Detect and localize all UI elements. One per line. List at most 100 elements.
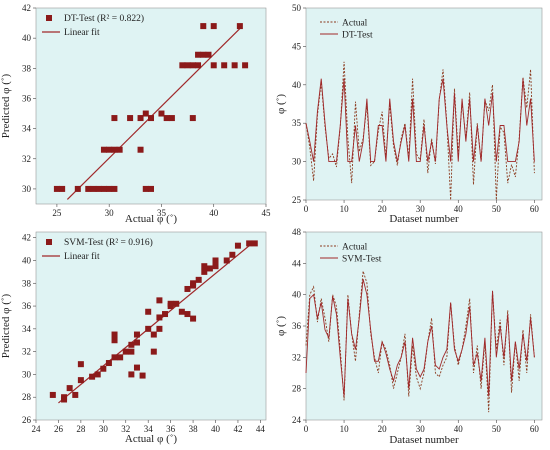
svm_scatter-ytick-label: 40 <box>22 255 32 265</box>
svm_scatter-point <box>190 280 197 287</box>
svm_scatter-ytick-label: 42 <box>22 233 31 243</box>
svm_series-legend-label-1: SVM-Test <box>342 255 382 265</box>
dt_scatter-legend-label-1: Linear fit <box>64 27 100 38</box>
dt_scatter-point <box>111 146 118 153</box>
dt_scatter-xtick-label: 40 <box>209 208 219 218</box>
svm_series-xtick-label: 60 <box>530 424 540 434</box>
svm_scatter-ytick-label: 36 <box>22 301 32 311</box>
svm_scatter-point <box>128 371 135 378</box>
dt_series-xtick-label: 30 <box>416 204 426 214</box>
svm_scatter-point <box>156 325 163 332</box>
svm_scatter-xtick-label: 32 <box>121 424 130 434</box>
dt_series-xtick-label: 60 <box>530 204 540 214</box>
svm_scatter-point <box>190 315 197 322</box>
svm_scatter-point <box>77 361 84 368</box>
svm_scatter-xtick-label: 40 <box>211 424 221 434</box>
dt_scatter-ytick-label: 38 <box>22 63 32 73</box>
dt_series-ytick-label: 50 <box>292 3 302 13</box>
dt_scatter-point <box>111 115 118 122</box>
dt_scatter-point <box>148 115 154 122</box>
dt_series-legend-label-1: DT-Test <box>342 31 373 41</box>
svm_scatter-point <box>212 257 219 264</box>
dt_series-ytick-label: 40 <box>292 80 302 90</box>
dt_scatter-xtick-label: 45 <box>262 208 272 218</box>
dt_series-ytick-label: 35 <box>292 118 302 128</box>
svm_scatter-point <box>195 276 202 283</box>
dt_scatter-fit-line <box>66 27 242 200</box>
dt_scatter-point <box>200 23 207 30</box>
svm_scatter-ytick-label: 32 <box>22 347 31 357</box>
dt_scatter-point <box>100 146 107 153</box>
dt_series-series-actual <box>305 61 535 201</box>
svm_scatter-ytick-label: 26 <box>22 415 32 425</box>
dt_scatter-point <box>106 146 113 153</box>
dt_scatter-ytick-label: 36 <box>22 93 32 103</box>
svm_series-ytick-label: 36 <box>292 321 302 331</box>
svm_scatter-legend-label-0: SVM-Test (R² = 0.916) <box>64 237 153 248</box>
dt_scatter-point <box>127 115 134 122</box>
svm_scatter-xtick-label: 44 <box>256 424 266 434</box>
dt_scatter-point <box>90 185 97 192</box>
svm_scatter-xtick-label: 36 <box>166 424 176 434</box>
svm_scatter-point <box>128 341 135 348</box>
dt_scatter-point <box>210 62 217 69</box>
dt_scatter-point <box>74 185 81 192</box>
dt_scatter-point <box>148 185 154 192</box>
dt_scatter-point <box>53 185 60 192</box>
dt_series-xtick-label: 40 <box>454 204 464 214</box>
svm_scatter-point <box>201 263 208 270</box>
dt_scatter-xtick-label: 25 <box>52 208 62 218</box>
svm_series-xtick-label: 50 <box>492 424 502 434</box>
svm_scatter-point <box>128 348 135 355</box>
svm_series-xtick-label: 40 <box>454 424 464 434</box>
svm_scatter-point <box>234 242 241 249</box>
svm_scatter-point <box>94 371 101 378</box>
svm_series-xtick-label: 0 <box>304 424 309 434</box>
dt_scatter-point <box>116 146 123 153</box>
svm_scatter-xtick-label: 28 <box>76 424 86 434</box>
dt_scatter-point <box>231 62 238 69</box>
dt_scatter-point <box>59 185 66 192</box>
svm_scatter-point <box>145 325 152 332</box>
dt_series-series-predicted <box>305 78 535 163</box>
dt_scatter-ytick-label: 34 <box>22 124 32 134</box>
dt_scatter-point <box>106 185 113 192</box>
svm_series-ytick-label: 32 <box>292 352 301 362</box>
dt_series-legend-label-0: Actual <box>342 19 368 29</box>
dt_scatter-point <box>236 23 243 30</box>
dt_scatter-point <box>168 115 175 122</box>
svm_scatter-point <box>111 337 118 344</box>
dt_series-xtick-label: 50 <box>492 204 502 214</box>
svm_scatter-point <box>206 265 213 272</box>
svm_scatter-point <box>122 348 129 355</box>
svm_scatter-legend-label-1: Linear fit <box>64 251 100 262</box>
dt_series-ylabel: φ (˚) <box>275 94 287 114</box>
dt_scatter-point <box>179 62 186 69</box>
svm_series-xtick-label: 30 <box>416 424 426 434</box>
svm_scatter-ytick-label: 28 <box>22 392 32 402</box>
svm_scatter-point <box>111 354 118 361</box>
svm_scatter-point <box>105 360 112 367</box>
dt_scatter-ytick-label: 40 <box>22 33 32 43</box>
dt_scatter-point <box>85 185 92 192</box>
svm_series-ylabel: φ (˚) <box>275 316 287 336</box>
svm_scatter-point <box>173 300 180 307</box>
svm_scatter-xtick-label: 26 <box>54 424 64 434</box>
dt_scatter-point <box>137 146 144 153</box>
svm_scatter-point <box>223 257 230 264</box>
dt_scatter-ytick-label: 32 <box>22 154 31 164</box>
svm_series-series-predicted <box>305 278 535 397</box>
dt_scatter-point <box>195 62 202 69</box>
svm_series-xlabel: Dataset number <box>389 434 459 446</box>
svm_series-chart: 0 10 20 30 40 50 60 24 28 32 36 40 44 48 Dataset numbe… <box>275 227 543 446</box>
svm_series-ytick-label: 48 <box>292 227 302 237</box>
dt_scatter-point <box>242 62 249 69</box>
dt_scatter-ytick-label: 30 <box>22 184 32 194</box>
svm_scatter-legend-marker <box>46 239 52 245</box>
svm_scatter-point <box>229 251 236 258</box>
dt_series-xtick-label: 20 <box>378 204 388 214</box>
svm_series-ytick-label: 40 <box>292 290 302 300</box>
svm_scatter-point <box>150 331 157 338</box>
svm_scatter-point <box>133 364 140 371</box>
